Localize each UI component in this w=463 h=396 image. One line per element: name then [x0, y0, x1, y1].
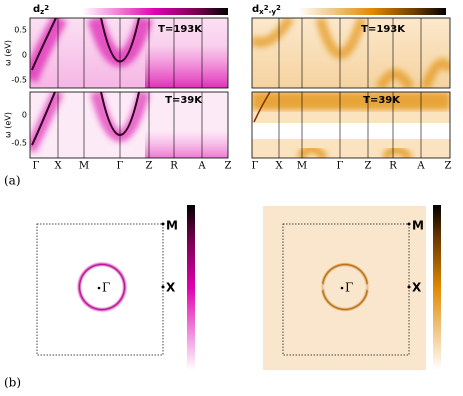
k-point-label: Γ — [102, 281, 110, 295]
y-axis-label: ω (eV) — [4, 112, 13, 138]
orbital-part: z — [40, 8, 44, 16]
heatmap — [252, 92, 450, 158]
colorbar — [298, 8, 446, 15]
k-path-label: M — [297, 161, 307, 172]
fermi-ring — [319, 261, 371, 313]
k-path-label: A — [197, 161, 206, 172]
brillouin-zone — [282, 223, 410, 356]
temperature: T=193K — [158, 24, 203, 35]
y-tick-label: -0.5 — [11, 76, 27, 85]
k-point-label: Γ — [345, 281, 353, 295]
temperature: T=39K — [363, 95, 401, 106]
y-axis-label: ω (eV) — [4, 40, 13, 66]
heatmap — [30, 18, 228, 88]
k-path-label: R — [170, 161, 178, 172]
heatmap — [252, 18, 450, 88]
y-tick-label: 0.5 — [14, 26, 27, 35]
k-path-label: X — [54, 161, 62, 172]
orbital-part: d — [252, 4, 259, 15]
orbital-part: 2 — [44, 4, 49, 12]
k-path-label: Γ — [117, 161, 124, 172]
orbital-label: dx2-y2 — [252, 4, 281, 16]
orbital-part: d — [33, 4, 40, 15]
orbital-part: -y — [269, 8, 277, 16]
k-path-label: Γ — [337, 161, 344, 172]
k-point-label: X — [412, 281, 422, 295]
panel-label: (b) — [4, 376, 21, 390]
orbital-part: x — [259, 8, 264, 16]
panel-frame — [29, 17, 451, 159]
temperature: T=39K — [165, 95, 203, 106]
k-path-label: A — [416, 161, 425, 172]
brillouin-zone — [36, 223, 164, 356]
panel-label: (a) — [4, 174, 21, 188]
k-path-label: Z — [365, 161, 372, 172]
fermi-ring — [76, 261, 128, 313]
y-tick-label: 0 — [22, 111, 27, 120]
y-tick-label: -0.5 — [11, 139, 27, 148]
orbital-part: 2 — [264, 4, 269, 12]
k-path-label: R — [389, 161, 397, 172]
k-path-label: Γ — [252, 161, 259, 172]
k-path-label: Z — [146, 161, 153, 172]
colorbar — [187, 205, 195, 370]
ring-gap — [314, 281, 376, 293]
k-point-label: M — [166, 219, 178, 233]
colorbar — [433, 205, 441, 370]
colorbar — [82, 8, 228, 15]
temperature: T=193K — [361, 24, 406, 35]
k-point-dot — [97, 222, 411, 290]
k-path-label: Z — [445, 161, 452, 172]
k-path-label: Z — [225, 161, 232, 172]
orbital-part: 2 — [276, 4, 281, 12]
y-tick-label: 0 — [22, 51, 27, 60]
k-path-label: Γ — [33, 161, 40, 172]
k-path-label: M — [79, 161, 89, 172]
orbital-label: dz2 — [33, 4, 49, 16]
k-point-label: M — [412, 219, 424, 233]
k-path-label: X — [275, 161, 283, 172]
k-point-label: X — [166, 281, 176, 295]
